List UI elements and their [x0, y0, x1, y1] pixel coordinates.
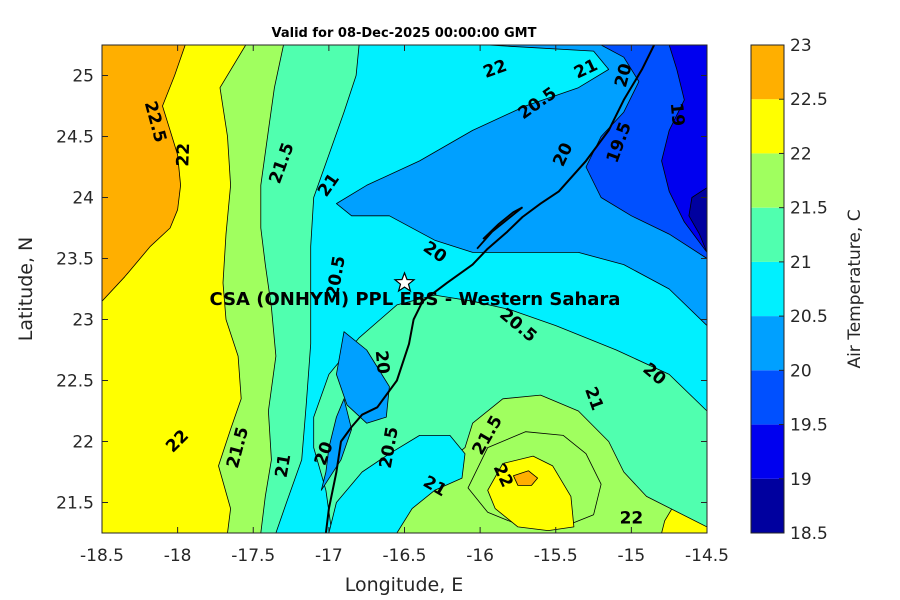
- colorbar-tick-label-1: 19: [790, 470, 812, 490]
- x-axis-ticks: -18.5 -18 -17.5 -17 -16.5 -16 -15.5 -15 -14.5: [80, 45, 729, 566]
- contour-label-25: 22: [620, 508, 644, 528]
- contour-fill-layer: [102, 45, 707, 533]
- contour-label-14: 20: [371, 350, 393, 375]
- colorbar-swatch-3: [751, 316, 784, 371]
- y-tick-label-0: 21.5: [56, 494, 94, 514]
- contour-region-5: [487, 455, 575, 531]
- peninsula-line: [476, 206, 524, 250]
- y-axis-ticks: 21.5 22 22.5 23 23.5 24 24.5 25: [56, 67, 707, 514]
- site-star-icon: [393, 271, 416, 293]
- colorbar-frame: [750, 44, 785, 534]
- x-tick-label-3: -17: [315, 546, 343, 566]
- contour-region-11: [320, 398, 353, 491]
- site-label: CSA (ONHYM) PPL EBS - Western Sahara: [210, 289, 621, 310]
- x-tick-label-6: -15.5: [534, 546, 578, 566]
- colorbar-tick-label-2: 19.5: [790, 416, 828, 436]
- x-tick-label-2: -17.5: [231, 546, 275, 566]
- contour-label-3: 19: [666, 102, 688, 127]
- contour-region-9: [335, 45, 707, 327]
- colorbar-tick-label-8: 22.5: [790, 90, 828, 110]
- contour-label-19: 21: [272, 453, 296, 480]
- colorbar-swatch-6: [751, 153, 784, 208]
- y-tick-label-1: 22: [72, 433, 94, 453]
- chart-title: Valid for 08-Dec-2025 00:00:00 GMT: [272, 26, 537, 41]
- colorbar-tick-label-6: 21.5: [790, 199, 828, 219]
- y-tick-label-6: 24.5: [56, 128, 94, 148]
- colorbar-swatch-5: [751, 207, 784, 262]
- y-tick-label-7: 25: [72, 67, 94, 87]
- colorbar-label: Air Temperature, C: [845, 209, 865, 368]
- site-marker-group: CSA (ONHYM) PPL EBS - Western Sahara: [210, 271, 621, 310]
- colorbar: 18.5 19 19.5 20 20.5 21 21.5 22 22.5 23: [750, 36, 828, 544]
- y-tick-label-3: 23: [72, 311, 94, 331]
- x-tick-label-1: -18: [164, 546, 192, 566]
- colorbar-tick-label-5: 21: [790, 253, 812, 273]
- colorbar-tick-label-9: 23: [790, 36, 812, 56]
- colorbar-swatch-1: [751, 424, 784, 479]
- x-tick-label-7: -15: [617, 546, 645, 566]
- x-tick-label-4: -16.5: [383, 546, 427, 566]
- colorbar-swatch-7: [751, 99, 784, 154]
- y-tick-label-4: 23.5: [56, 250, 94, 270]
- contour-region-1: [102, 45, 186, 302]
- colorbar-tick-label-7: 22: [790, 144, 812, 164]
- x-tick-label-8: -14.5: [685, 546, 729, 566]
- contour-label-8: 22: [173, 143, 194, 167]
- colorbar-swatch-0: [751, 478, 784, 533]
- y-axis-label: Latitude, N: [15, 237, 37, 342]
- x-axis-label: Longitude, E: [345, 574, 464, 596]
- contour-region-8: [328, 434, 466, 533]
- coastline-layer: [324, 45, 655, 533]
- y-tick-label-5: 24: [72, 189, 94, 209]
- contour-region-6: [513, 470, 538, 486]
- colorbar-swatch-2: [751, 370, 784, 425]
- contour-region-14: [688, 187, 707, 253]
- x-tick-label-0: -18.5: [80, 546, 124, 566]
- colorbar-tick-label-0: 18.5: [790, 524, 828, 544]
- colorbar-swatch-8: [751, 45, 784, 100]
- coastline-line: [324, 45, 655, 533]
- colorbar-swatch-4: [751, 261, 784, 317]
- y-tick-label-2: 22.5: [56, 372, 94, 392]
- contour-region-10: [335, 331, 390, 424]
- x-tick-label-5: -16: [466, 546, 494, 566]
- colorbar-tick-label-4: 20.5: [790, 307, 828, 327]
- colorbar-tick-label-3: 20: [790, 361, 812, 381]
